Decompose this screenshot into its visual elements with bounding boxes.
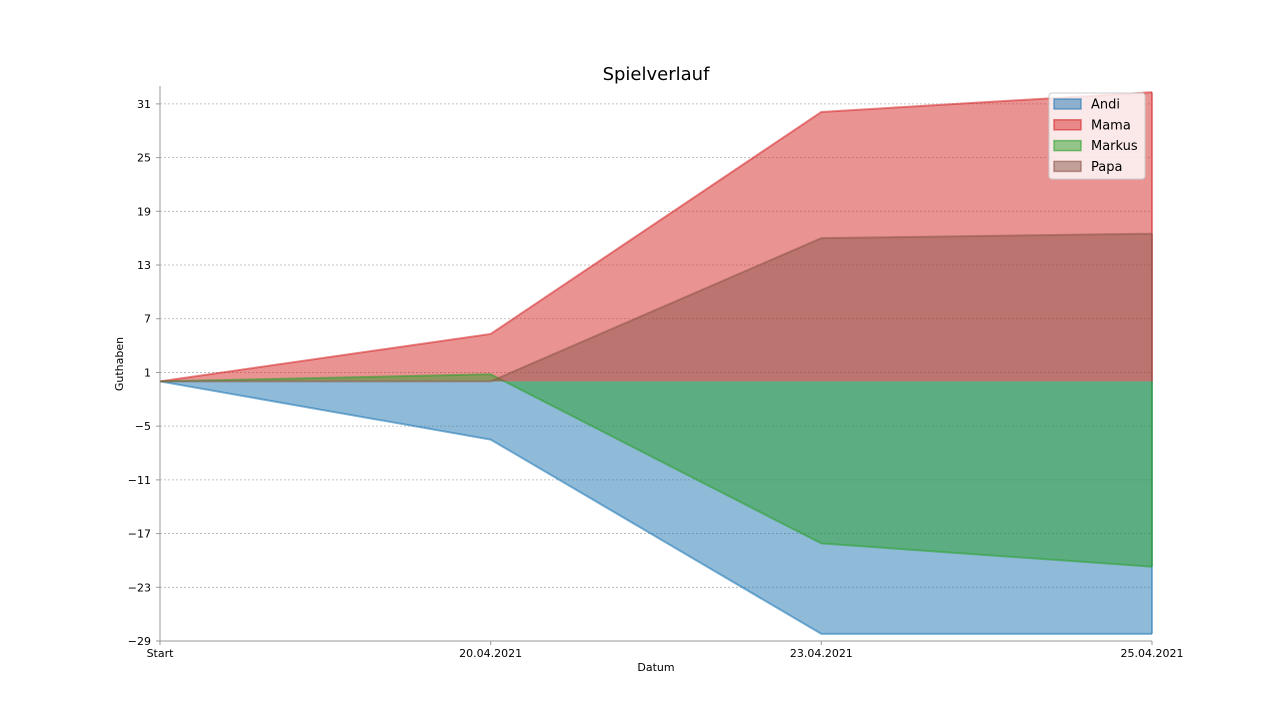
area-papa: [160, 233, 1152, 382]
area-markus: [160, 374, 1152, 567]
legend-swatch-andi: [1053, 98, 1082, 110]
legend: Andi Mama Markus Papa: [1048, 92, 1146, 180]
line-andi: [159, 380, 1152, 635]
legend-label-mama: Mama: [1091, 118, 1131, 133]
y-tick-label: 25: [137, 152, 151, 165]
y-tick-label: −23: [128, 581, 151, 594]
legend-swatch-markus: [1053, 139, 1082, 152]
x-tick-label: Start: [147, 647, 175, 660]
legend-box: [1048, 92, 1146, 180]
y-tick-label: 13: [137, 259, 151, 272]
axes: [159, 86, 1152, 642]
y-tick-label: −11: [128, 474, 151, 487]
legend-label-papa: Papa: [1091, 160, 1122, 175]
y-tick-label: 1: [144, 366, 151, 379]
y-tick-label: 7: [144, 313, 151, 326]
x-tick-label: 23.04.2021: [790, 647, 853, 660]
legend-label-andi: Andi: [1091, 98, 1120, 113]
series-areas: [159, 91, 1153, 635]
y-tick-label: −29: [128, 635, 151, 648]
y-tick-label: 31: [137, 98, 151, 111]
tick-labels: −29 −23 −17 −11 −5 1 7 13 19 25 31 Start 20.04.2021 2…: [128, 98, 1184, 660]
line-papa: [160, 232, 1153, 383]
y-tick-label: 19: [137, 205, 151, 218]
legend-swatch-papa: [1053, 160, 1082, 173]
x-axis-label: Datum: [637, 661, 674, 674]
x-tick-label: 25.04.2021: [1121, 647, 1184, 660]
legend-swatch-mama: [1053, 119, 1082, 131]
y-tick-label: −5: [135, 420, 151, 433]
chart-title: Spielverlauf: [603, 64, 710, 85]
y-tick-label: −17: [128, 528, 151, 541]
line-markus: [159, 373, 1153, 568]
legend-label-markus: Markus: [1091, 139, 1138, 154]
x-tick-label: 20.04.2021: [459, 647, 522, 660]
line-mama: [159, 91, 1153, 383]
y-axis-label: Guthaben: [113, 337, 126, 391]
